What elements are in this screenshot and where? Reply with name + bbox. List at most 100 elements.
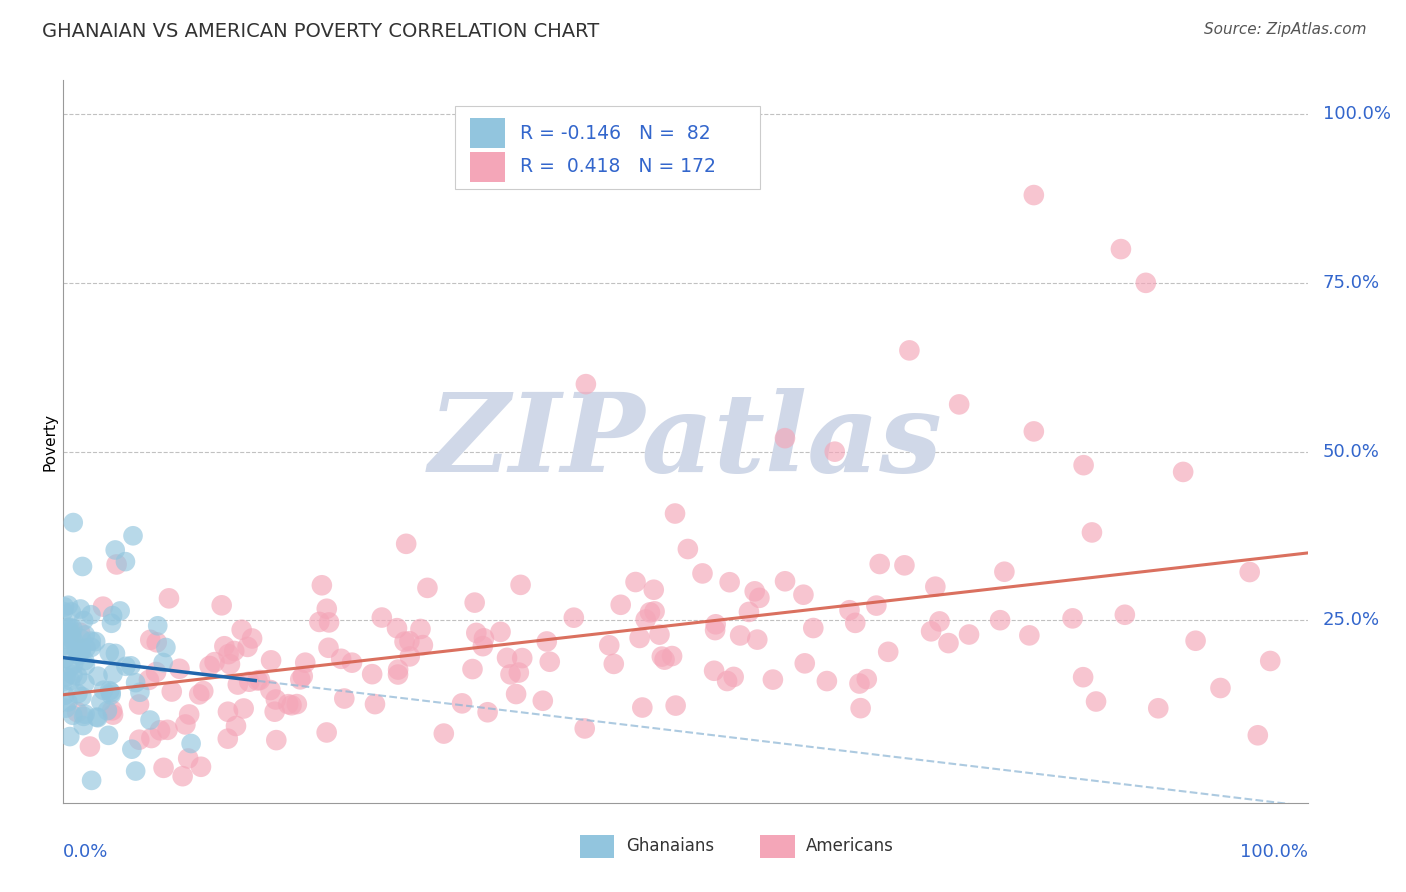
Point bbox=[66, 669, 89, 683]
Point bbox=[676, 541, 699, 556]
Point bbox=[747, 632, 769, 647]
Point bbox=[86, 710, 108, 724]
Point bbox=[1022, 425, 1045, 439]
Point bbox=[291, 669, 314, 683]
Point bbox=[75, 658, 97, 673]
Point bbox=[920, 624, 942, 639]
Point bbox=[508, 665, 530, 680]
FancyBboxPatch shape bbox=[579, 835, 614, 858]
Point bbox=[948, 397, 970, 411]
Text: Americans: Americans bbox=[806, 838, 894, 855]
Point bbox=[1018, 628, 1040, 642]
Point bbox=[188, 687, 211, 701]
Point bbox=[318, 615, 340, 630]
Point bbox=[849, 701, 872, 715]
Point bbox=[290, 673, 312, 687]
Point bbox=[100, 616, 122, 631]
Point bbox=[100, 685, 122, 699]
Point bbox=[361, 667, 384, 681]
Point bbox=[180, 737, 202, 751]
Text: 100.0%: 100.0% bbox=[1323, 105, 1391, 123]
Point bbox=[72, 718, 94, 732]
Point bbox=[56, 621, 79, 635]
Point bbox=[398, 649, 420, 664]
FancyBboxPatch shape bbox=[470, 118, 505, 148]
Point bbox=[217, 731, 239, 746]
Point bbox=[100, 688, 122, 702]
Y-axis label: Poverty: Poverty bbox=[42, 412, 58, 471]
Point bbox=[631, 700, 654, 714]
Point bbox=[496, 651, 519, 665]
Point bbox=[224, 644, 246, 658]
Point bbox=[62, 622, 84, 636]
Point bbox=[844, 615, 866, 630]
Point bbox=[62, 657, 84, 672]
Point bbox=[145, 635, 167, 649]
Point bbox=[1173, 465, 1195, 479]
Point bbox=[792, 588, 814, 602]
Point bbox=[62, 516, 84, 530]
Point bbox=[574, 722, 596, 736]
Point bbox=[824, 444, 846, 458]
Point bbox=[122, 529, 145, 543]
Point bbox=[80, 607, 103, 622]
Point bbox=[238, 674, 260, 689]
Point bbox=[308, 615, 330, 629]
Point bbox=[510, 651, 533, 665]
Point bbox=[665, 698, 688, 713]
Point bbox=[634, 613, 657, 627]
Point bbox=[924, 580, 946, 594]
Point bbox=[52, 605, 75, 619]
Point bbox=[651, 649, 673, 664]
Point bbox=[1209, 681, 1232, 695]
Point bbox=[928, 615, 950, 629]
Point bbox=[773, 574, 796, 589]
Point bbox=[628, 631, 651, 645]
Point bbox=[59, 628, 82, 642]
Point bbox=[62, 633, 84, 648]
Text: ZIPatlas: ZIPatlas bbox=[429, 388, 942, 495]
Point bbox=[128, 732, 150, 747]
Point bbox=[174, 717, 197, 731]
Point bbox=[738, 605, 761, 619]
Point bbox=[624, 575, 647, 590]
Point bbox=[139, 713, 162, 727]
Point bbox=[644, 604, 666, 618]
Point bbox=[67, 648, 90, 663]
Point bbox=[58, 620, 80, 634]
Point bbox=[877, 645, 900, 659]
Point bbox=[59, 673, 82, 688]
Point bbox=[1247, 728, 1270, 742]
Point bbox=[169, 662, 191, 676]
Point bbox=[855, 672, 877, 686]
Point bbox=[115, 659, 138, 673]
Point bbox=[330, 652, 353, 666]
Point bbox=[157, 591, 180, 606]
Point bbox=[55, 651, 77, 665]
Point bbox=[145, 665, 167, 679]
Point bbox=[146, 619, 169, 633]
Point bbox=[193, 684, 215, 698]
Point bbox=[1184, 633, 1206, 648]
Point bbox=[661, 648, 683, 663]
Point bbox=[395, 537, 418, 551]
Point bbox=[128, 698, 150, 712]
Point bbox=[55, 670, 77, 684]
Point bbox=[101, 608, 124, 623]
Point bbox=[79, 739, 101, 754]
Point bbox=[58, 599, 80, 613]
Point bbox=[70, 690, 93, 704]
Point bbox=[104, 647, 127, 661]
Point bbox=[793, 657, 815, 671]
Text: R = -0.146   N =  82: R = -0.146 N = 82 bbox=[520, 123, 710, 143]
Point bbox=[489, 624, 512, 639]
Point bbox=[101, 667, 124, 681]
Point bbox=[69, 602, 91, 616]
Point bbox=[433, 726, 456, 740]
Point bbox=[315, 725, 337, 739]
Point bbox=[124, 675, 146, 690]
Point bbox=[218, 647, 240, 661]
Point bbox=[472, 632, 495, 646]
Point bbox=[598, 638, 620, 652]
Point bbox=[938, 636, 960, 650]
